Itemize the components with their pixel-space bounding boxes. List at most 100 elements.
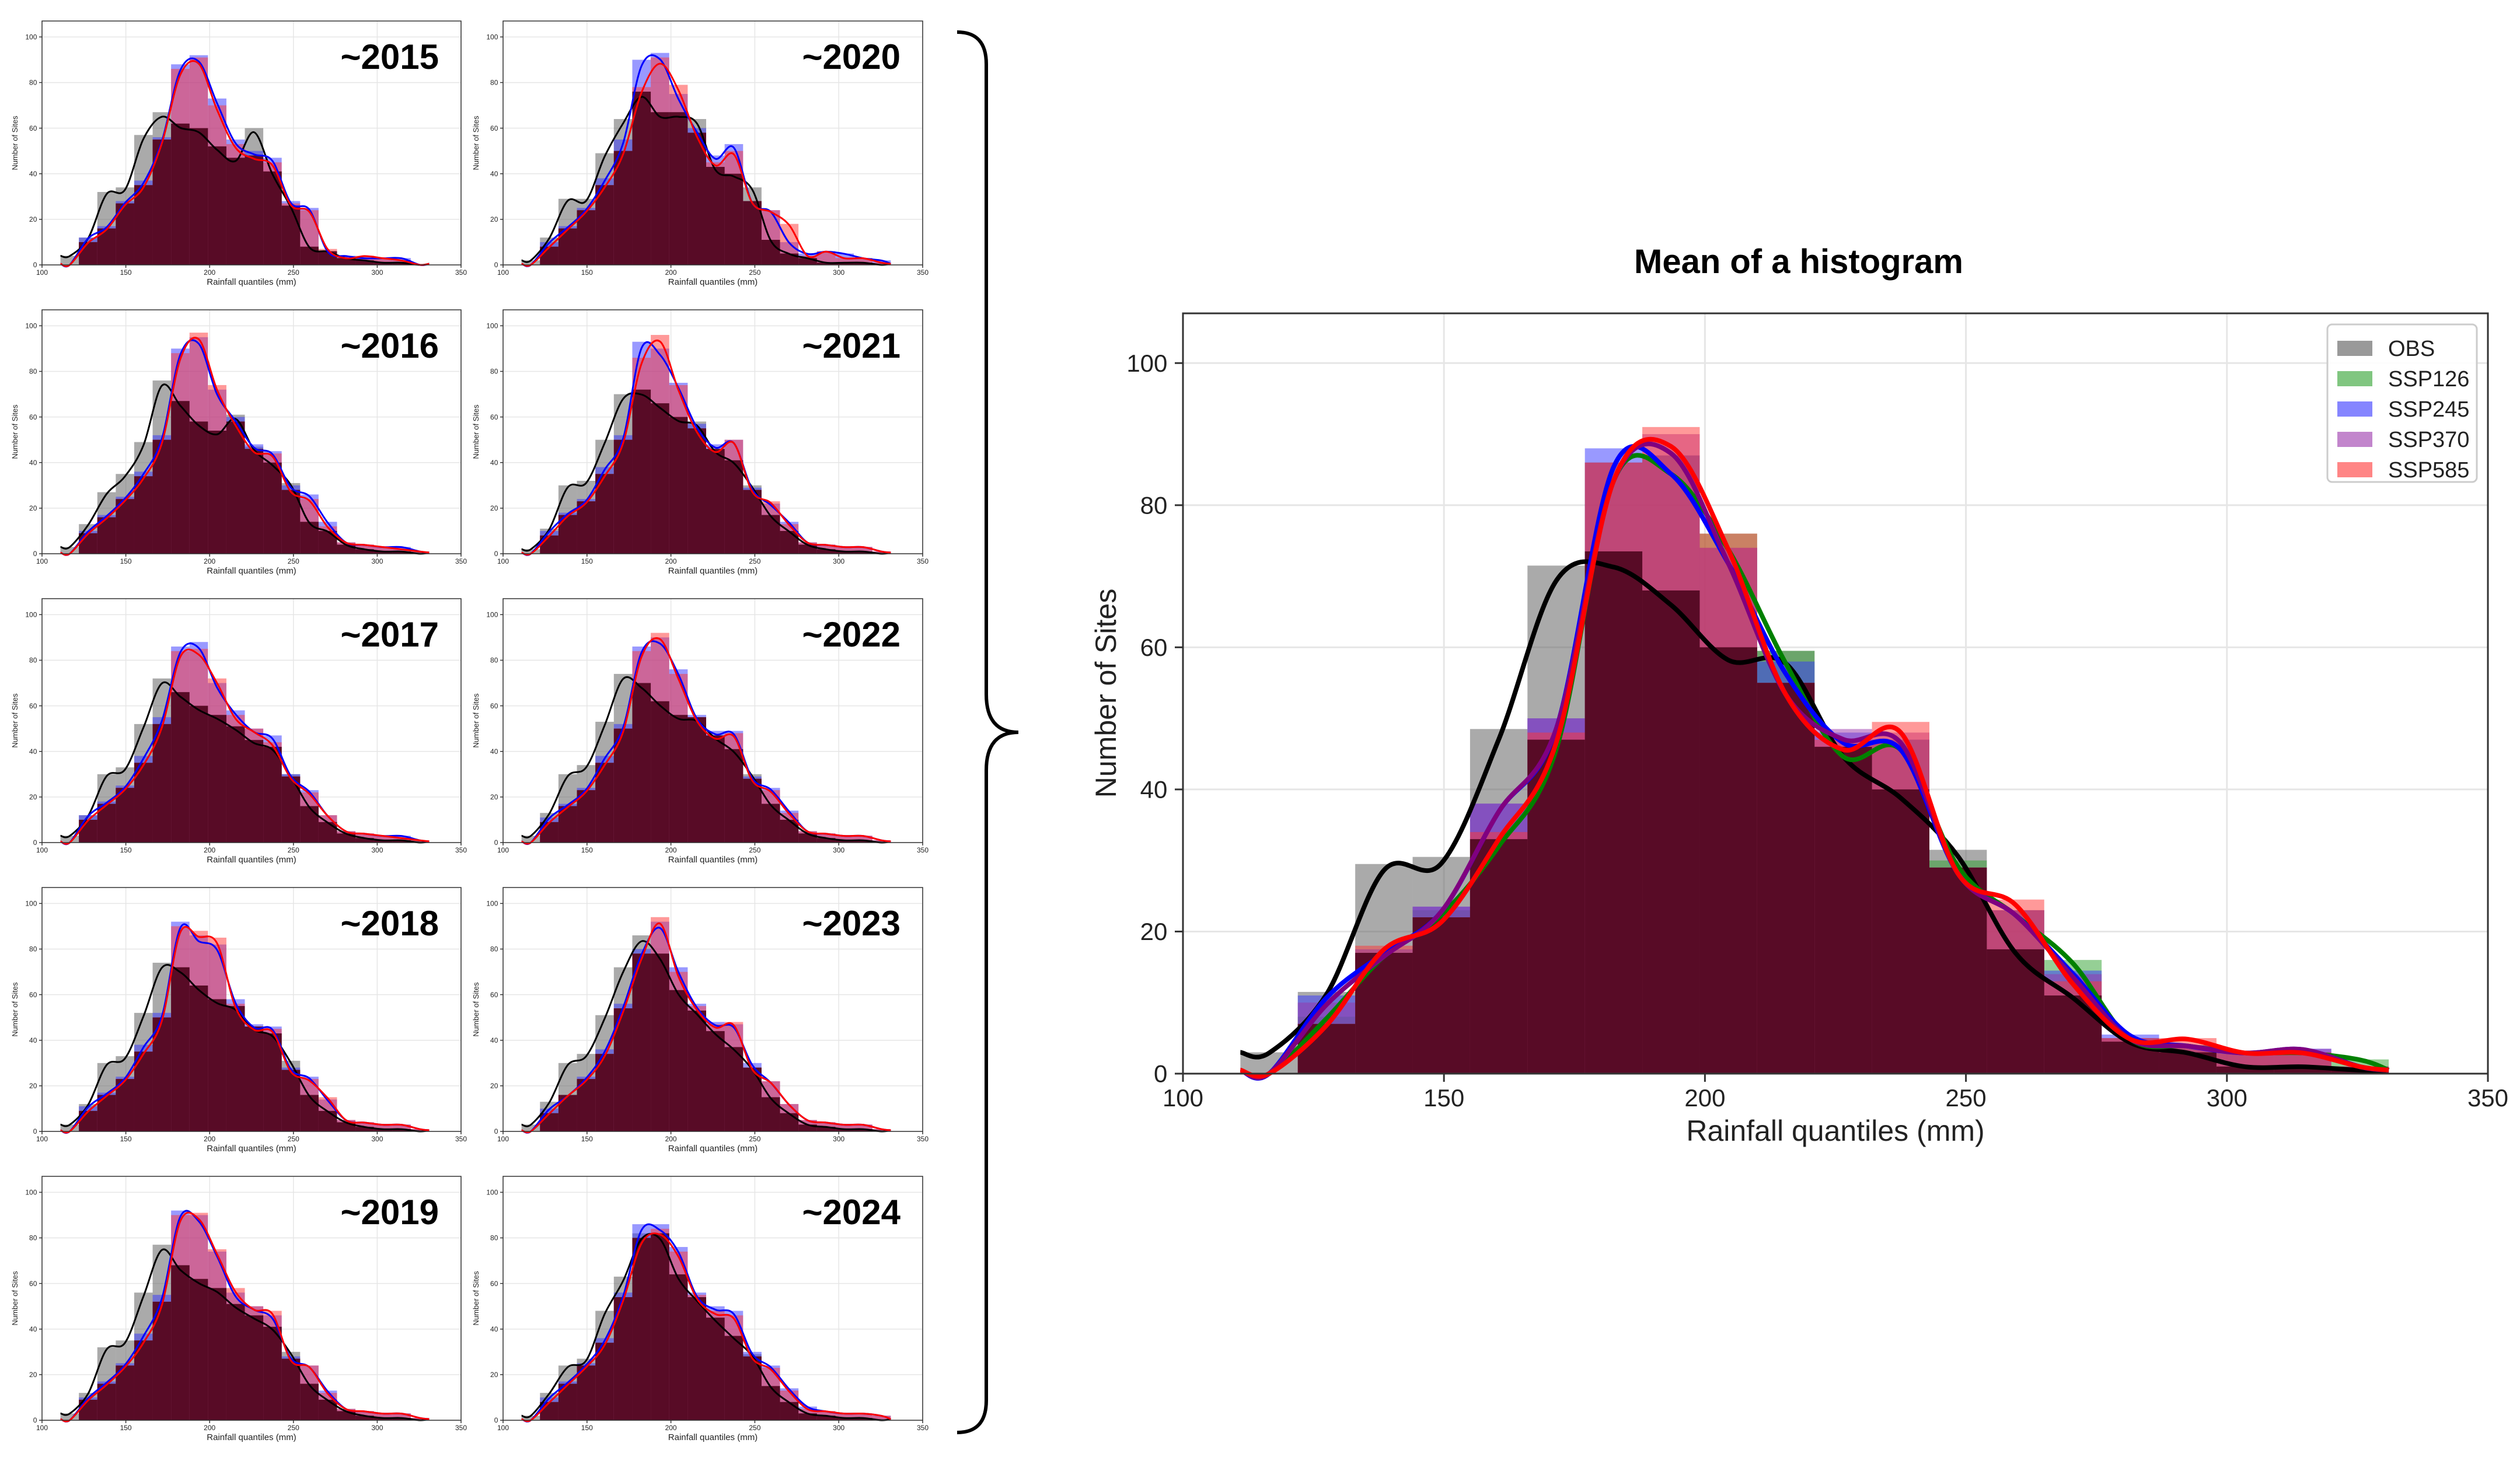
overlap-bar	[1757, 683, 1815, 1074]
x-tick-label: 100	[36, 1424, 48, 1432]
overlap-bar	[687, 1297, 706, 1420]
panel-ylabel: Number of Sites	[11, 1271, 19, 1326]
x-tick-label: 300	[371, 1135, 383, 1143]
overlap-bar	[854, 551, 872, 554]
panel-xlabel: Rainfall quantiles (mm)	[668, 1432, 758, 1442]
x-tick-label: 200	[204, 846, 215, 854]
x-tick-label: 300	[833, 1424, 844, 1432]
overlap-bar	[854, 1418, 872, 1420]
overlap-bar	[189, 128, 208, 265]
histogram-bar-ssp585	[374, 258, 393, 265]
x-tick-label: 200	[204, 557, 215, 565]
y-tick-label: 60	[29, 124, 37, 132]
x-tick-label: 150	[581, 557, 593, 565]
y-tick-label: 60	[29, 702, 37, 710]
kde-line-ssp245	[60, 57, 430, 268]
overlap-bar	[780, 530, 799, 554]
overlap-bar	[577, 1365, 596, 1420]
y-tick-label: 80	[490, 368, 498, 376]
overlap-bar	[337, 1411, 356, 1420]
overlap-bar	[1814, 746, 1872, 1074]
overlap-bar	[171, 692, 190, 843]
overlap-bar	[577, 501, 596, 554]
panel-xlabel: Rainfall quantiles (mm)	[207, 1432, 296, 1442]
histogram-bar-ssp585	[854, 1413, 872, 1420]
overlap-bar	[816, 1127, 836, 1131]
overlap-bar	[761, 1386, 780, 1420]
overlap-bar	[263, 462, 282, 554]
panel-2024: 100 150 200 250 300 350 0 20 40 60 80 100 Rainfall q…	[472, 1176, 929, 1442]
overlap-bar	[318, 822, 337, 843]
y-tick-label: 80	[1140, 491, 1168, 519]
overlap-bar	[152, 1017, 172, 1131]
overlap-bar	[374, 551, 393, 554]
overlap-bar	[134, 763, 153, 843]
x-tick-label: 300	[371, 1424, 383, 1432]
kde-line-obs	[60, 681, 430, 844]
legend-swatch-ssp245	[2337, 401, 2372, 417]
overlap-bar	[835, 1129, 854, 1131]
x-tick-label: 100	[36, 557, 48, 565]
y-tick-label: 60	[490, 991, 498, 999]
x-tick-label: 100	[497, 1135, 509, 1143]
y-tick-label: 60	[490, 413, 498, 421]
y-tick-label: 100	[486, 900, 498, 908]
overlap-bar	[300, 522, 319, 554]
y-tick-label: 100	[486, 611, 498, 619]
overlap-bar	[798, 833, 817, 843]
x-tick-label: 150	[120, 557, 132, 565]
overlap-bar	[816, 549, 836, 554]
histogram-bar-ssp585	[835, 547, 854, 554]
y-tick-label: 40	[29, 1036, 37, 1044]
y-tick-label: 0	[494, 1416, 498, 1424]
panel-ylabel: Number of Sites	[11, 982, 19, 1037]
panel-year-label: ~2018	[340, 904, 439, 943]
y-tick-label: 0	[33, 1127, 37, 1135]
panel-ylabel: Number of Sites	[11, 693, 19, 748]
y-tick-label: 100	[486, 322, 498, 330]
kde-line-ssp585	[521, 923, 891, 1134]
y-tick-label: 100	[25, 1189, 37, 1197]
overlap-bar	[613, 151, 633, 265]
overlap-bar	[263, 1326, 282, 1420]
overlap-bar	[724, 1047, 744, 1131]
overlap-bar	[189, 985, 208, 1131]
overlap-bar	[1699, 647, 1757, 1074]
histogram-bar-ssp585	[374, 1413, 393, 1420]
y-tick-label: 40	[29, 747, 37, 756]
y-tick-label: 40	[490, 459, 498, 467]
overlap-bar	[816, 838, 836, 843]
x-tick-label: 350	[455, 1424, 467, 1432]
x-tick-label: 350	[917, 1135, 929, 1143]
panel-year-label: ~2020	[802, 37, 901, 76]
overlap-bar	[798, 1124, 817, 1131]
kde-line-ssp585	[60, 1211, 430, 1423]
overlap-bar	[245, 1026, 264, 1131]
y-tick-label: 100	[25, 33, 37, 41]
kde-line-ssp585	[60, 60, 430, 267]
overlap-bar	[595, 185, 614, 265]
overlap-bar	[1412, 917, 1470, 1074]
overlap-bar	[743, 778, 762, 843]
x-tick-label: 350	[455, 557, 467, 565]
legend-label-ssp370: SSP370	[2388, 428, 2469, 452]
main-ylabel: Number of Sites	[1090, 589, 1122, 798]
overlap-bar	[392, 551, 411, 554]
overlap-bar	[318, 1399, 337, 1420]
histogram-bar-ssp585	[835, 836, 854, 843]
x-tick-label: 300	[833, 846, 844, 854]
overlap-bar	[651, 1233, 669, 1420]
y-tick-label: 80	[490, 1234, 498, 1242]
kde-line-obs	[521, 392, 891, 555]
x-tick-label: 200	[665, 1135, 677, 1143]
y-tick-label: 20	[29, 215, 37, 223]
overlap-bar	[1297, 1023, 1356, 1074]
x-tick-label: 350	[455, 846, 467, 854]
histogram-bar-ssp585	[854, 258, 872, 265]
overlap-bar	[392, 1129, 411, 1131]
overlap-bar	[208, 1288, 226, 1420]
overlap-bar	[392, 840, 411, 843]
overlap-bar	[669, 1274, 688, 1420]
y-tick-label: 80	[29, 1234, 37, 1242]
